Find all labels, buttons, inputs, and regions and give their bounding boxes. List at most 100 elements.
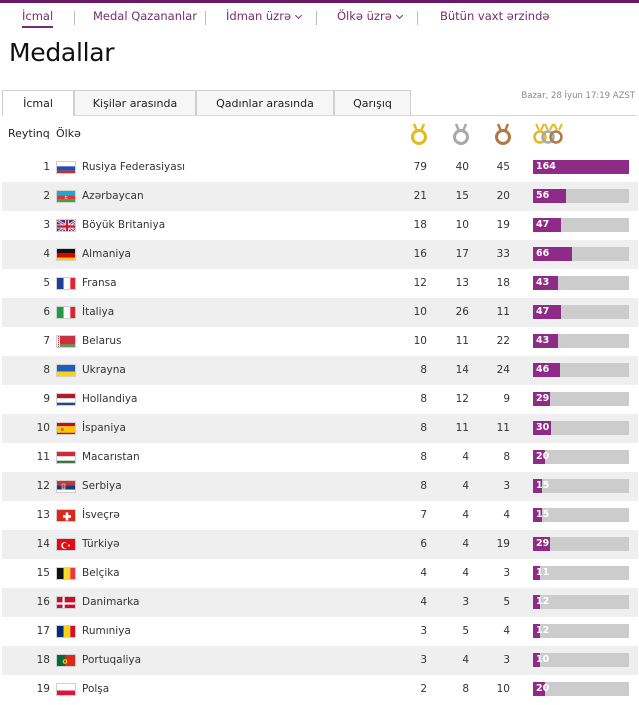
row-country[interactable]: İspaniya <box>82 422 126 434</box>
azerbaijan-flag-icon <box>56 190 76 203</box>
table-row[interactable]: 16 Danimarka 4 3 5 12 <box>2 588 638 617</box>
total-medals-bar-fill <box>533 421 551 435</box>
row-gold-count: 2 <box>420 683 427 695</box>
row-country[interactable]: Böyük Britaniya <box>82 219 166 231</box>
nav-item-overview[interactable]: İcmal <box>22 9 54 28</box>
total-medals-bar-fill <box>533 653 541 667</box>
total-medals-bar-fill <box>533 276 559 290</box>
row-country[interactable]: Macarıstan <box>82 451 140 463</box>
row-bronze-count: 18 <box>496 277 510 289</box>
table-row[interactable]: 7 Belarus 10 11 22 43 <box>2 327 638 356</box>
row-silver-count: 40 <box>455 161 469 173</box>
table-row[interactable]: 1 Rusiya Federasiyası 79 40 45 164 <box>2 153 638 182</box>
row-rank: 15 <box>36 567 50 579</box>
row-silver-count: 4 <box>462 509 469 521</box>
tab-overview[interactable]: İcmal <box>2 90 74 116</box>
row-silver-count: 8 <box>462 683 469 695</box>
row-rank: 16 <box>36 596 50 608</box>
table-row[interactable]: 4 Almaniya 16 17 33 66 <box>2 240 638 269</box>
total-medals-bar-fill <box>533 160 629 174</box>
row-rank: 11 <box>36 451 50 463</box>
tab-mixed[interactable]: Qarışıq <box>334 90 411 116</box>
germany-flag-icon <box>56 248 76 261</box>
table-row[interactable]: 12 Serbiya 8 4 3 15 <box>2 472 638 501</box>
table-row[interactable]: 10 İspaniya 8 11 11 30 <box>2 414 638 443</box>
row-rank: 3 <box>43 219 50 231</box>
row-gold-count: 79 <box>413 161 427 173</box>
table-row[interactable]: 5 Fransa 12 13 18 43 <box>2 269 638 298</box>
row-country[interactable]: Fransa <box>82 277 117 289</box>
table-row[interactable]: 11 Macarıstan 8 4 8 20 <box>2 443 638 472</box>
table-row[interactable]: 17 Rumıniya 3 5 4 12 <box>2 617 638 646</box>
row-country[interactable]: Ukrayna <box>82 364 126 376</box>
belgium-flag-icon <box>56 567 76 580</box>
row-country[interactable]: Rusiya Federasiyası <box>82 161 186 173</box>
row-country[interactable]: Serbiya <box>82 480 122 492</box>
row-rank: 10 <box>36 422 50 434</box>
row-country[interactable]: Portuqaliya <box>82 654 142 666</box>
table-row[interactable]: 2 Azərbaycan 21 15 20 56 <box>2 182 638 211</box>
row-rank: 8 <box>43 364 50 376</box>
total-medals-bar: 12 <box>533 624 629 638</box>
row-country[interactable]: Belarus <box>82 335 122 347</box>
row-country[interactable]: İsveçrə <box>82 509 120 521</box>
total-medals-count: 29 <box>536 538 550 549</box>
tab-women[interactable]: Qadınlar arasında <box>196 90 334 116</box>
total-medals-bar-fill <box>533 218 561 232</box>
row-country[interactable]: Hollandiya <box>82 393 138 405</box>
row-country[interactable]: Almaniya <box>82 248 131 260</box>
ukraine-flag-icon <box>56 364 76 377</box>
row-bronze-count: 9 <box>503 393 510 405</box>
row-country[interactable]: Danimarka <box>82 596 140 608</box>
total-medals-bar: 47 <box>533 218 629 232</box>
table-row[interactable]: 18 Portuqaliya 3 4 3 10 <box>2 646 638 675</box>
row-country[interactable]: Türkiyə <box>82 538 120 550</box>
row-country[interactable]: Belçika <box>82 567 120 579</box>
total-medals-count: 15 <box>536 480 550 491</box>
row-country[interactable]: Polşa <box>82 683 110 695</box>
nav-item-medal-winners[interactable]: Medal Qazananlar <box>93 9 197 23</box>
tab-men[interactable]: Kişilər arasında <box>74 90 196 116</box>
nav-item-by-sport[interactable]: İdman üzrə <box>226 9 303 23</box>
total-medals-count: 15 <box>536 509 550 520</box>
portugal-flag-icon <box>56 654 76 667</box>
nav-item-all-time[interactable]: Bütün vaxt ərzində <box>440 9 550 23</box>
row-rank: 1 <box>43 161 50 173</box>
row-silver-count: 13 <box>455 277 469 289</box>
total-medals-bar: 15 <box>533 479 629 493</box>
table-row[interactable]: 13 İsveçrə 7 4 4 15 <box>2 501 638 530</box>
row-bronze-count: 11 <box>496 422 510 434</box>
row-rank: 18 <box>36 654 50 666</box>
table-row[interactable]: 8 Ukrayna 8 14 24 46 <box>2 356 638 385</box>
row-silver-count: 4 <box>462 567 469 579</box>
chevron-down-icon <box>395 11 403 20</box>
row-bronze-count: 3 <box>503 567 510 579</box>
row-gold-count: 6 <box>420 538 427 550</box>
table-row[interactable]: 15 Belçika 4 4 3 11 <box>2 559 638 588</box>
total-medals-count: 46 <box>536 364 550 375</box>
netherlands-flag-icon <box>56 393 76 406</box>
row-country[interactable]: Rumıniya <box>82 625 131 637</box>
nav-item-by-country[interactable]: Ölkə üzrə <box>337 9 403 23</box>
table-row[interactable]: 9 Hollandiya 8 12 9 29 <box>2 385 638 414</box>
france-flag-icon <box>56 277 76 290</box>
row-silver-count: 4 <box>462 654 469 666</box>
row-country[interactable]: İtaliya <box>82 306 115 318</box>
total-medals-bar-fill <box>533 566 541 580</box>
chevron-down-icon <box>294 11 303 20</box>
row-rank: 19 <box>36 683 50 695</box>
total-medals-bar-fill <box>533 537 550 551</box>
row-silver-count: 3 <box>462 596 469 608</box>
total-medals-count: 43 <box>536 277 550 288</box>
total-medals-bar: 12 <box>533 595 629 609</box>
row-silver-count: 26 <box>455 306 469 318</box>
row-gold-count: 8 <box>420 480 427 492</box>
row-bronze-count: 22 <box>496 335 510 347</box>
table-row[interactable]: 19 Polşa 2 8 10 20 <box>2 675 638 704</box>
great-britain-flag-icon <box>56 219 76 232</box>
table-row[interactable]: 14 Türkiyə 6 4 19 29 <box>2 530 638 559</box>
row-silver-count: 5 <box>462 625 469 637</box>
table-row[interactable]: 3 Böyük Britaniya 18 10 19 47 <box>2 211 638 240</box>
row-country[interactable]: Azərbaycan <box>82 190 144 202</box>
table-row[interactable]: 6 İtaliya 10 26 11 47 <box>2 298 638 327</box>
